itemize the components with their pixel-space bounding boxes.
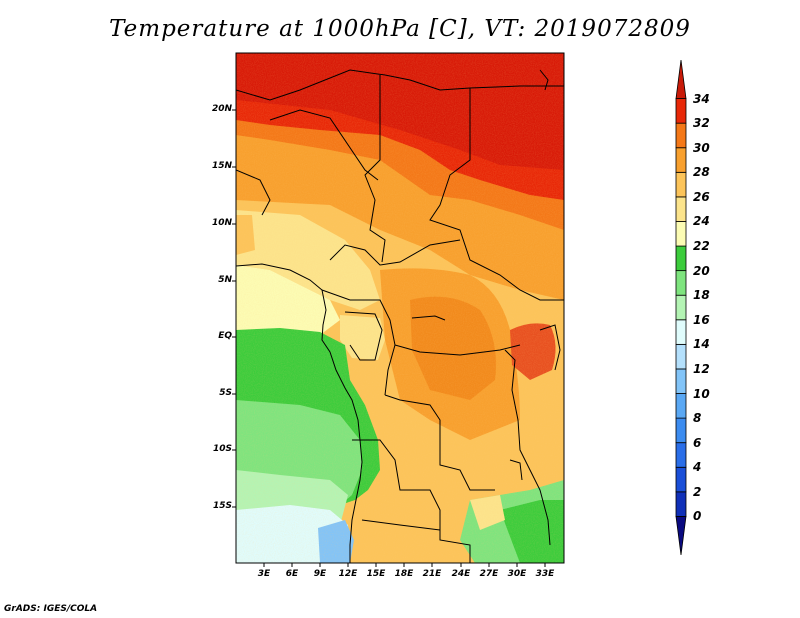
colorbar-bin xyxy=(675,270,687,296)
colorbar-bin xyxy=(675,491,687,517)
lat-ticks xyxy=(232,109,236,508)
lon-label: 15E xyxy=(366,569,386,579)
colorbar-bin xyxy=(675,466,687,493)
colorbar-label: 10 xyxy=(693,386,710,401)
lat-label: 5S xyxy=(219,388,232,398)
colorbar-label: 24 xyxy=(693,214,710,229)
colorbar-label: 26 xyxy=(693,189,710,204)
map-frame xyxy=(235,52,565,564)
colorbar-bin xyxy=(675,417,687,444)
colorbar-bin xyxy=(675,319,687,345)
colorbar-bin xyxy=(675,122,687,149)
lon-label: 3E xyxy=(257,569,271,579)
colorbar xyxy=(675,59,687,556)
lat-label: 10N xyxy=(211,218,232,228)
colorbar-label: 28 xyxy=(693,165,710,180)
temperature-field xyxy=(236,53,564,563)
lon-label: 6E xyxy=(285,569,299,579)
colorbar-label: 14 xyxy=(693,337,710,352)
lon-label: 27E xyxy=(479,569,499,579)
lon-label: 18E xyxy=(394,569,414,579)
colorbar-label: 8 xyxy=(693,411,702,426)
colorbar-bin xyxy=(675,393,687,419)
colorbar-bin xyxy=(675,442,687,468)
colorbar-bin xyxy=(675,98,687,124)
lat-label: EQ xyxy=(218,331,232,341)
colorbar-label: 34 xyxy=(693,91,710,106)
colorbar-label: 18 xyxy=(693,288,710,303)
lon-label: 21E xyxy=(422,569,442,579)
colorbar-bin xyxy=(675,221,687,247)
colorbar-label: 16 xyxy=(693,312,710,327)
lat-label: 10S xyxy=(212,444,232,454)
colorbar-label: 6 xyxy=(693,435,702,450)
lon-label: 9E xyxy=(313,569,327,579)
colorbar-label: 20 xyxy=(693,263,710,278)
colorbar-bin xyxy=(675,196,687,222)
colorbar-bin xyxy=(675,368,687,394)
map-title: Temperature at 1000hPa [C], VT: 20190728… xyxy=(109,16,691,42)
colorbar-label: 22 xyxy=(693,239,710,254)
colorbar-bin xyxy=(675,294,687,321)
lat-label: 15N xyxy=(211,161,232,171)
colorbar-bin xyxy=(675,59,687,99)
lat-label: 15S xyxy=(212,501,232,511)
lat-label: 5N xyxy=(218,275,232,285)
colorbar-label: 12 xyxy=(693,361,710,376)
lon-label: 33E xyxy=(535,569,555,579)
colorbar-bin xyxy=(675,245,687,272)
colorbar-bin xyxy=(675,516,687,556)
lon-label: 24E xyxy=(451,569,471,579)
country-borders xyxy=(236,69,564,563)
colorbar-label: 30 xyxy=(693,140,710,155)
colorbar-label: 2 xyxy=(693,484,702,499)
lat-label: 20N xyxy=(211,104,232,114)
colorbar-label: 0 xyxy=(693,509,702,524)
lon-ticks xyxy=(263,563,546,567)
lon-label: 12E xyxy=(338,569,358,579)
colorbar-bin xyxy=(675,171,687,198)
colorbar-label: 32 xyxy=(693,116,710,131)
colorbar-label: 4 xyxy=(693,460,702,475)
colorbar-bin xyxy=(675,343,687,370)
grads-credit: GrADS: IGES/COLA xyxy=(4,604,98,614)
lon-label: 30E xyxy=(507,569,527,579)
colorbar-bin xyxy=(675,147,687,173)
